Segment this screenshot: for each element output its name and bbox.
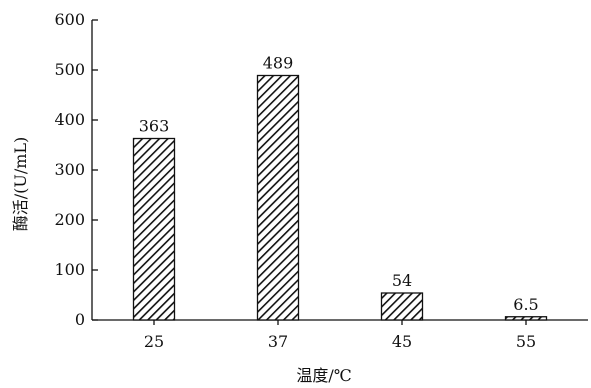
- data-label-25: 363: [139, 117, 170, 136]
- data-labels: 363 489 54 6.5: [139, 54, 539, 314]
- x-tick-label: 45: [392, 332, 412, 351]
- y-tick-label: 100: [54, 260, 85, 279]
- bar-25: [132, 137, 176, 321]
- data-label-37: 489: [263, 54, 294, 73]
- y-tick-label: 0: [75, 310, 85, 329]
- y-axis-title: 酶活/(U/mL): [11, 137, 30, 232]
- x-tick-label: 25: [144, 332, 164, 351]
- y-tick-label: 300: [54, 160, 85, 179]
- y-axis: 0 100 200 300 400 500 600: [54, 10, 98, 329]
- y-tick-label: 400: [54, 110, 85, 129]
- bars: [132, 74, 548, 321]
- y-tick-label: 500: [54, 60, 85, 79]
- x-axis: 25 37 45 55: [92, 319, 588, 351]
- data-label-45: 54: [392, 271, 412, 290]
- bar-45: [380, 292, 424, 321]
- x-axis-title: 温度/℃: [296, 366, 351, 385]
- x-tick-label: 37: [268, 332, 288, 351]
- y-tick-label: 200: [54, 210, 85, 229]
- bar-37: [256, 74, 300, 321]
- bar-55: [504, 316, 548, 321]
- y-tick-label: 600: [54, 10, 85, 29]
- data-label-55: 6.5: [513, 295, 538, 314]
- x-tick-label: 55: [516, 332, 536, 351]
